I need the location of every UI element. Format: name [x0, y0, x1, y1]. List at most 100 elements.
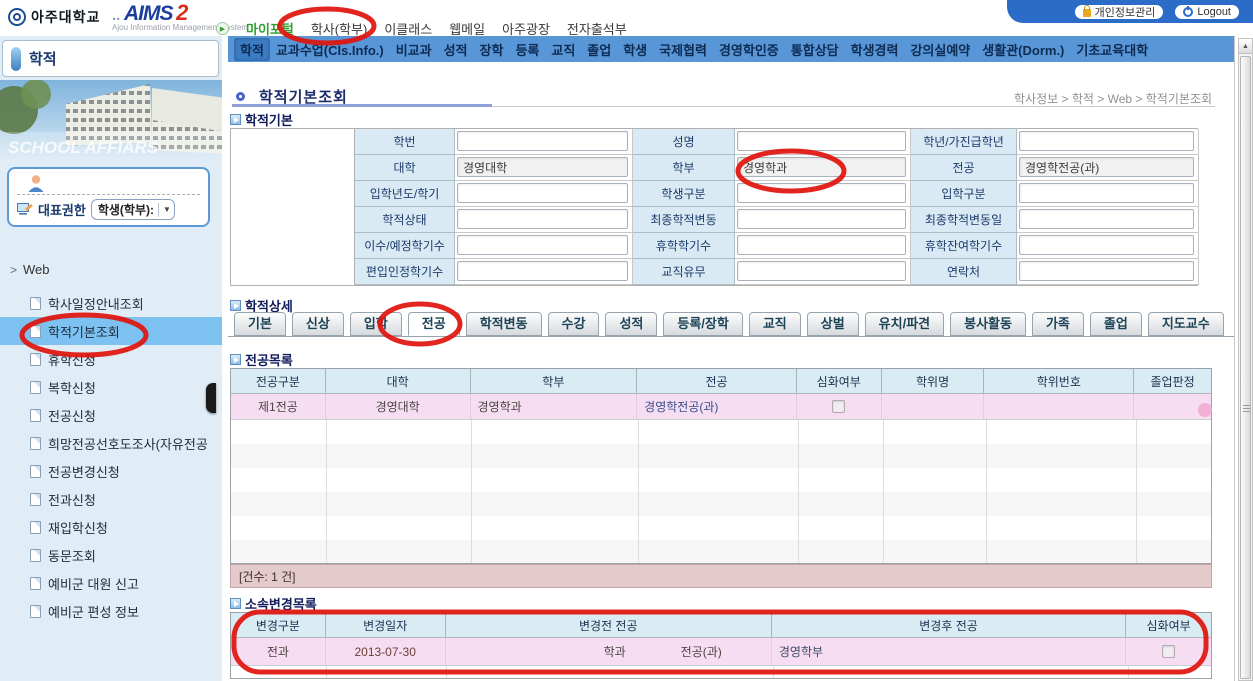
menubar-item-hakjeok[interactable]: 학적	[234, 37, 270, 61]
field-input[interactable]	[457, 183, 628, 203]
section-icon	[230, 354, 241, 365]
tab-teaching[interactable]: 교직	[748, 312, 801, 336]
menubar-item[interactable]: 학생	[623, 42, 648, 58]
field-input[interactable]	[737, 209, 906, 229]
field-input[interactable]	[737, 261, 906, 281]
before-faculty: 학과	[603, 645, 626, 659]
field-input[interactable]	[1019, 261, 1194, 281]
sidebar-item-major-change[interactable]: 전공변경신청	[0, 457, 222, 485]
sidebar: 학적 SCHOOL AFFIARS	[0, 36, 222, 681]
logo-dots: ..	[112, 7, 121, 24]
photo-cell	[231, 129, 355, 285]
logout-button[interactable]: Logout	[1173, 2, 1241, 21]
table-row[interactable]: 제1전공 경영대학 경영학과 경영학전공(과)	[231, 393, 1211, 419]
tab-courses[interactable]: 수강	[547, 312, 600, 336]
menubar-item[interactable]: 졸업	[587, 42, 612, 58]
sidebar-item-transfer[interactable]: 전과신청	[0, 485, 222, 513]
menubar-item[interactable]: 비교과	[395, 42, 432, 58]
top-nav-eclass[interactable]: 이클래스	[384, 22, 433, 37]
logo-tagline: Ajou Information Management System	[112, 23, 249, 32]
top-header: 아주대학교 .. AIMS 2 Ajou Information Managem…	[0, 0, 1253, 37]
empty-row	[231, 665, 1211, 678]
tab-admission[interactable]: 입학	[349, 312, 402, 336]
field-input[interactable]	[1019, 235, 1194, 255]
menubar-item[interactable]: 국제협력	[659, 42, 707, 58]
menubar-item[interactable]: 성적	[443, 42, 468, 58]
tab-grades[interactable]: 성적	[605, 312, 658, 336]
menubar-item[interactable]: 강의실예약	[910, 42, 971, 58]
college-field[interactable]: 경영대학	[457, 157, 628, 177]
menubar-item[interactable]: 생활관(Dorm.)	[982, 42, 1065, 58]
faculty-field[interactable]: 경영학과	[737, 157, 906, 177]
role-dropdown[interactable]: 학생(학부): ▼	[90, 199, 175, 220]
intensive-checkbox[interactable]	[832, 400, 846, 413]
vertical-scrollbar[interactable]: ▲	[1238, 38, 1253, 681]
sidebar-section-web: > Web	[10, 262, 50, 277]
top-nav-ajou-plaza[interactable]: 아주광장	[502, 22, 550, 37]
menubar-item[interactable]: 교직	[551, 42, 576, 58]
sidebar-item-alumni[interactable]: 동문조회	[0, 541, 222, 569]
field-input[interactable]	[457, 261, 628, 281]
tab-family[interactable]: 가족	[1031, 312, 1084, 336]
tab-advisor[interactable]: 지도교수	[1147, 312, 1224, 336]
field-label: 학적상태	[355, 207, 455, 233]
major-field[interactable]: 경영학전공(과)	[1019, 157, 1194, 177]
majors-table: 전공구분 대학 학부 전공 심화여부 학위명 학위번호 졸업판정 제1전공 경영…	[230, 368, 1212, 564]
field-label: 학부	[633, 155, 735, 181]
page-icon	[30, 548, 41, 562]
sidebar-collapse-handle[interactable]	[206, 383, 216, 413]
tab-rewards[interactable]: 상벌	[806, 312, 859, 336]
tab-record-change[interactable]: 학적변동	[465, 312, 542, 336]
top-nav-webmail[interactable]: 웹메일	[449, 22, 486, 37]
sidebar-item-schedule[interactable]: 학사일정안내조회	[0, 289, 222, 317]
scrollbar-thumb[interactable]	[1240, 56, 1251, 679]
intensive-checkbox[interactable]	[1162, 645, 1176, 658]
field-input[interactable]	[1019, 131, 1194, 151]
page-icon	[30, 324, 41, 338]
menubar-item[interactable]: 장학	[479, 42, 504, 58]
menubar-item[interactable]: 교과수업(Cls.Info.)	[275, 42, 384, 58]
monitor-pencil-icon	[17, 203, 33, 215]
privacy-button[interactable]: 개인정보관리	[1072, 2, 1166, 21]
field-input[interactable]	[737, 235, 906, 255]
page-icon	[30, 296, 41, 310]
tab-dispatch[interactable]: 유치/파견	[864, 312, 945, 336]
sidebar-item-return[interactable]: 복학신청	[0, 373, 222, 401]
tab-volunteer[interactable]: 봉사활동	[950, 312, 1026, 336]
field-input[interactable]	[737, 183, 906, 203]
field-input[interactable]	[457, 131, 628, 151]
sidebar-item-reserve-info[interactable]: 예비군 편성 정보	[0, 597, 222, 625]
sidebar-item-major-apply[interactable]: 전공신청	[0, 401, 222, 429]
tab-personal[interactable]: 신상	[291, 312, 344, 336]
tab-basic[interactable]: 기본	[234, 312, 286, 336]
field-input[interactable]	[1019, 183, 1194, 203]
sidebar-item-major-preference[interactable]: 희망전공선호도조사(자유전공	[0, 429, 222, 457]
section-basic-header: 학적기본	[230, 110, 293, 129]
privacy-button-label: 개인정보관리	[1094, 6, 1156, 19]
menubar-item[interactable]: 통합상담	[790, 42, 839, 58]
menubar-item[interactable]: 기초교육대학	[1076, 42, 1149, 58]
sidebar-item-leave[interactable]: 휴학신청	[0, 345, 222, 373]
menubar-item[interactable]: 경영학인증	[718, 42, 779, 58]
university-emblem-icon	[8, 8, 26, 26]
field-input[interactable]	[457, 235, 628, 255]
tab-tuition[interactable]: 등록/장학	[663, 312, 743, 336]
sidebar-item-basic-record[interactable]: 학적기본조회	[0, 317, 222, 345]
scroll-up-button[interactable]: ▲	[1239, 39, 1252, 54]
top-nav-attendance[interactable]: 전자출석부	[566, 22, 627, 37]
aims2-logo: .. AIMS 2 Ajou Information Management Sy…	[112, 2, 249, 33]
field-input[interactable]	[737, 131, 906, 151]
tab-major[interactable]: 전공	[407, 312, 460, 336]
field-input[interactable]	[1019, 209, 1194, 229]
tab-graduation[interactable]: 졸업	[1089, 312, 1142, 336]
sidebar-item-readmission[interactable]: 재입학신청	[0, 513, 222, 541]
field-input[interactable]	[457, 209, 628, 229]
table-row[interactable]: 전과 2013-07-30 학과 전공(과) 경영학부	[231, 637, 1211, 665]
menubar-item[interactable]: 학생경력	[850, 42, 899, 58]
changes-table: 변경구분 변경일자 변경전 전공 변경후 전공 심화여부 전과 2013-07-…	[230, 612, 1212, 679]
play-icon: ▶	[216, 22, 229, 35]
sidebar-item-reserve-report[interactable]: 예비군 대원 신고	[0, 569, 222, 597]
field-label: 입학구분	[911, 181, 1017, 207]
main-menubar: 학적 교과수업(Cls.Info.) 비교과 성적 장학 등록 교직 졸업 학생…	[228, 36, 1234, 62]
menubar-item[interactable]: 등록	[515, 42, 540, 58]
